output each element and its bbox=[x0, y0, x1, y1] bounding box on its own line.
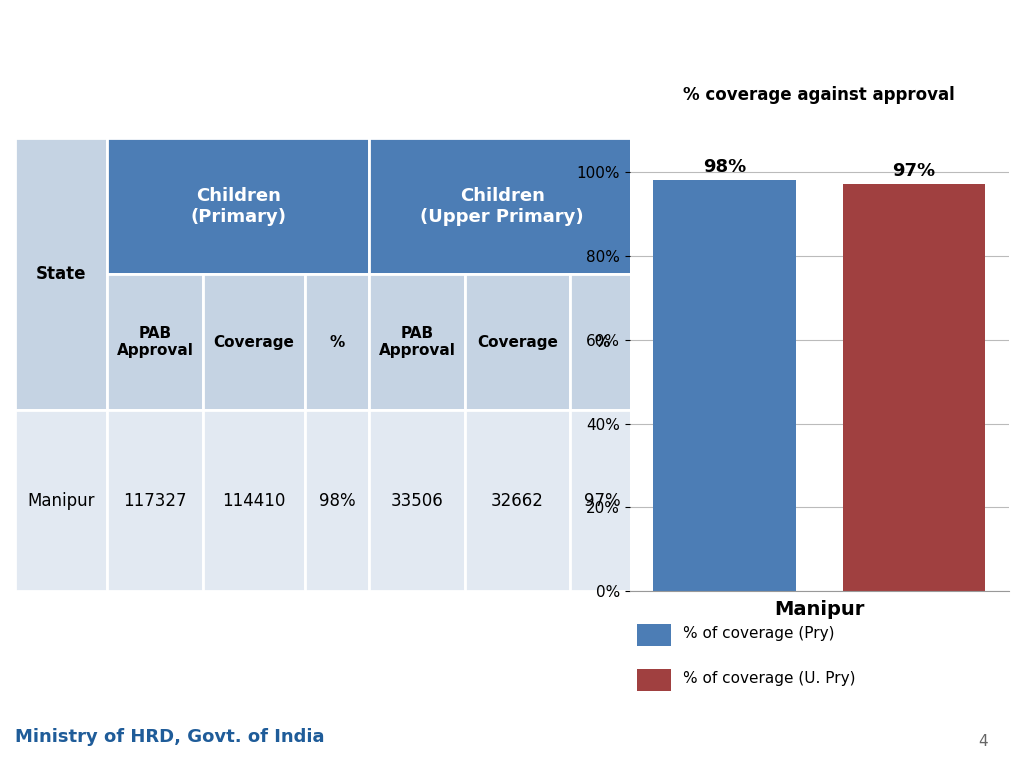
FancyBboxPatch shape bbox=[465, 410, 570, 591]
Text: State: State bbox=[36, 265, 87, 283]
Text: % of coverage (Pry): % of coverage (Pry) bbox=[683, 627, 835, 641]
Bar bbox=[653, 180, 796, 591]
Text: 33506: 33506 bbox=[390, 492, 443, 510]
FancyBboxPatch shape bbox=[15, 410, 108, 591]
FancyBboxPatch shape bbox=[370, 274, 465, 410]
FancyBboxPatch shape bbox=[305, 410, 370, 591]
FancyBboxPatch shape bbox=[570, 410, 635, 591]
Bar bbox=[843, 184, 985, 591]
Text: Ministry of HRD, Govt. of India: Ministry of HRD, Govt. of India bbox=[15, 728, 325, 746]
Text: Children
(Upper Primary): Children (Upper Primary) bbox=[420, 187, 584, 226]
Text: 4: 4 bbox=[979, 733, 988, 749]
Text: PAB
Approval: PAB Approval bbox=[117, 326, 194, 359]
FancyBboxPatch shape bbox=[370, 410, 465, 591]
X-axis label: Manipur: Manipur bbox=[774, 600, 864, 619]
Text: 97%: 97% bbox=[585, 492, 621, 510]
FancyBboxPatch shape bbox=[203, 410, 305, 591]
FancyBboxPatch shape bbox=[203, 274, 305, 410]
Text: %: % bbox=[595, 335, 610, 349]
Text: % coverage against approval: % coverage against approval bbox=[683, 86, 955, 104]
Text: PAB
Approval: PAB Approval bbox=[379, 326, 456, 359]
Text: %: % bbox=[330, 335, 345, 349]
Text: 98%: 98% bbox=[318, 492, 355, 510]
Text: 114410: 114410 bbox=[222, 492, 286, 510]
Text: 117327: 117327 bbox=[123, 492, 186, 510]
FancyBboxPatch shape bbox=[465, 274, 570, 410]
Text: Children
(Primary): Children (Primary) bbox=[190, 187, 287, 226]
FancyBboxPatch shape bbox=[108, 138, 370, 274]
Text: Manipur: Manipur bbox=[28, 492, 95, 510]
FancyBboxPatch shape bbox=[15, 138, 108, 410]
Text: 98%: 98% bbox=[702, 158, 746, 176]
FancyBboxPatch shape bbox=[370, 138, 635, 274]
Text: Coverage of Children (Primary & U. Primary): Coverage of Children (Primary & U. Prima… bbox=[25, 25, 999, 63]
Text: % of coverage (U. Pry): % of coverage (U. Pry) bbox=[683, 671, 855, 687]
FancyBboxPatch shape bbox=[637, 624, 672, 646]
FancyBboxPatch shape bbox=[108, 274, 203, 410]
Text: 32662: 32662 bbox=[490, 492, 544, 510]
FancyBboxPatch shape bbox=[570, 274, 635, 410]
FancyBboxPatch shape bbox=[108, 410, 203, 591]
Text: Coverage: Coverage bbox=[213, 335, 294, 349]
FancyBboxPatch shape bbox=[637, 669, 672, 691]
FancyBboxPatch shape bbox=[305, 274, 370, 410]
Text: 97%: 97% bbox=[892, 162, 936, 180]
Text: Coverage: Coverage bbox=[477, 335, 558, 349]
